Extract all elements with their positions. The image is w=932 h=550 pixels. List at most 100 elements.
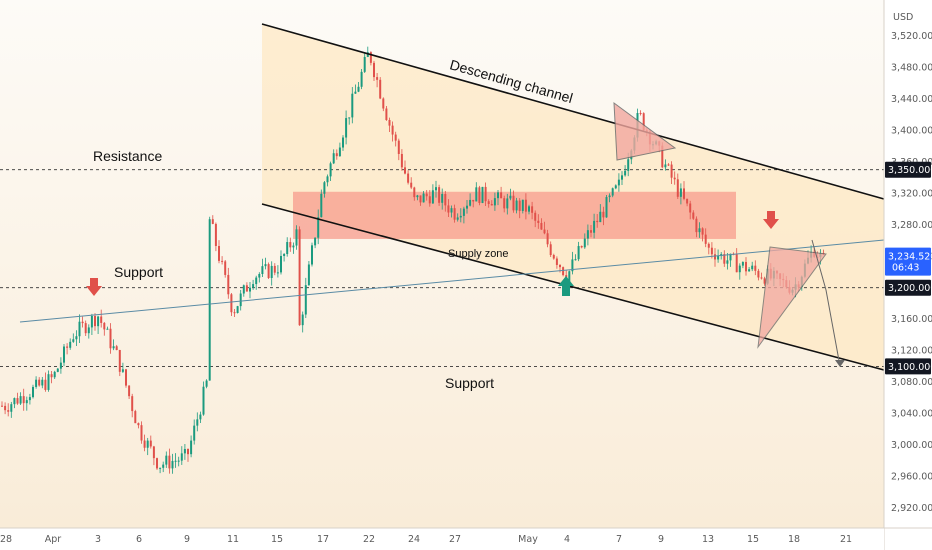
candle-body: [338, 147, 341, 157]
candle-body: [422, 193, 425, 203]
candle-body: [524, 199, 527, 212]
candle-body: [320, 193, 323, 218]
candle-body: [121, 369, 124, 372]
candle-body: [267, 264, 270, 278]
level-price-tag: [885, 279, 931, 296]
candle-body: [7, 410, 10, 412]
support-label-upper: Support: [114, 264, 163, 280]
candle-body: [475, 187, 478, 202]
candle-body: [168, 455, 171, 469]
date-tick-label: 15: [747, 534, 759, 545]
candle-body: [152, 446, 155, 459]
candle-body: [252, 284, 255, 288]
candle-body: [180, 453, 183, 461]
candle-body: [549, 244, 552, 256]
candle-body: [221, 260, 224, 262]
triangle-pattern-may7[interactable]: [613, 101, 677, 161]
candle-body: [444, 193, 447, 206]
date-tick-label: 13: [702, 534, 714, 545]
price-tick-label: 3,280.000: [891, 220, 932, 231]
candle-body: [670, 164, 673, 178]
candle-body: [373, 62, 375, 78]
candle-body: [735, 254, 738, 273]
date-tick-label: 6: [136, 534, 142, 545]
candle-body: [149, 440, 152, 447]
candle-body: [351, 93, 354, 118]
candle-body: [128, 385, 131, 397]
candle-body: [472, 199, 475, 202]
candle-body: [224, 261, 227, 275]
candle-body: [214, 223, 217, 246]
candle-body: [314, 237, 317, 246]
price-tick-label: 3,040.000: [891, 409, 932, 420]
candle-body: [714, 254, 716, 260]
candle-body: [162, 464, 165, 468]
support-label-lower: Support: [445, 375, 494, 391]
candle-body: [273, 265, 276, 273]
candle-body: [481, 186, 484, 203]
level-price-tag-text: 3,100.000: [888, 362, 932, 373]
candle-body: [177, 460, 180, 462]
rising-trendline[interactable]: [19, 239, 885, 323]
candle-body: [202, 386, 205, 415]
candle-body: [10, 404, 13, 412]
candle-body: [218, 245, 220, 261]
price-tick-label: 3,520.000: [891, 31, 932, 42]
candle-body: [617, 179, 620, 186]
date-tick-label: 15: [271, 534, 283, 545]
candle-body: [590, 230, 592, 233]
candle-body: [118, 350, 121, 372]
price-tick-label: 3,400.000: [891, 125, 932, 136]
candle-body: [661, 145, 664, 168]
candle-body: [456, 217, 459, 220]
candle-body: [431, 190, 434, 204]
date-tick-label: 17: [317, 534, 329, 545]
candle-body: [627, 159, 630, 171]
channel-upper-line[interactable]: [261, 23, 885, 200]
candle-body: [69, 341, 72, 348]
date-tick-label: 22: [363, 534, 375, 545]
candle-body: [326, 176, 329, 183]
candle-body: [435, 187, 437, 191]
date-axis[interactable]: [0, 528, 884, 550]
candle-body: [1, 405, 3, 407]
wedge-pattern-may17[interactable]: [757, 246, 827, 349]
down-arrow-marker: [86, 278, 102, 296]
candle-body: [13, 398, 16, 405]
candle-body: [506, 198, 509, 209]
candle-body: [115, 346, 118, 351]
candle-body: [143, 440, 146, 448]
candle-body: [301, 314, 304, 326]
candle-body: [196, 419, 199, 426]
candle-body: [729, 253, 732, 261]
candle-body: [596, 220, 599, 223]
candle-body: [478, 187, 481, 203]
channel-lower-line[interactable]: [261, 203, 885, 371]
candle-body: [704, 234, 707, 244]
candle-body: [683, 188, 685, 199]
countdown-text: 06:43: [892, 263, 919, 274]
candle-body: [493, 198, 496, 206]
candle-body: [577, 246, 580, 260]
candle-body: [255, 277, 258, 285]
candle-body: [404, 167, 406, 174]
candle-body: [707, 243, 710, 248]
candle-body: [357, 86, 360, 92]
candle-body: [583, 238, 586, 248]
candle-body: [63, 346, 65, 363]
level-price-tag: [885, 358, 931, 375]
candle-body: [559, 264, 561, 268]
candle-body: [391, 125, 394, 135]
candle-body: [283, 254, 286, 256]
candle-body: [193, 425, 196, 441]
candle-body: [695, 218, 698, 233]
candle-body: [555, 258, 558, 265]
candle-body: [22, 396, 25, 404]
candle-body: [751, 265, 754, 270]
candle-body: [599, 211, 602, 223]
candle-body: [416, 195, 419, 198]
candle-body: [270, 265, 273, 278]
candle-body: [500, 192, 503, 199]
candle-body: [611, 188, 614, 196]
